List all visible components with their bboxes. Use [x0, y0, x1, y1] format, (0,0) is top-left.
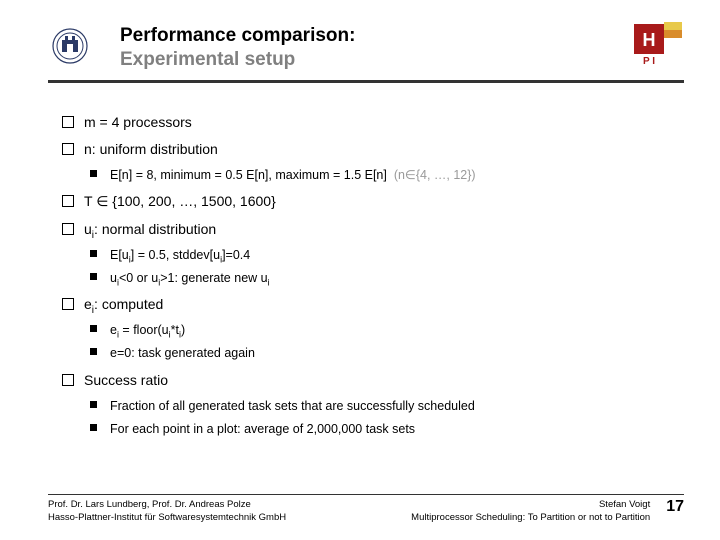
bullet-sr-sub2: For each point in a plot: average of 2,0…	[90, 420, 666, 438]
bullet-m: m = 4 processors	[62, 112, 666, 132]
bullet-sr-sub1: Fraction of all generated task sets that…	[90, 397, 666, 415]
bullet-n: n: uniform distribution	[62, 139, 666, 159]
footer-authors: Prof. Dr. Lars Lundberg, Prof. Dr. Andre…	[48, 499, 411, 511]
slide-footer: Prof. Dr. Lars Lundberg, Prof. Dr. Andre…	[0, 494, 720, 524]
page-number: 17	[666, 499, 684, 515]
slide-header: Performance comparison: Experimental set…	[0, 0, 720, 72]
title-line-2: Experimental setup	[120, 48, 622, 72]
bullet-n-sub-text: E[n] = 8, minimum = 0.5 E[n], maximum = …	[110, 168, 387, 182]
bullet-e-sub2: e=0: task generated again	[90, 344, 666, 362]
bullet-u-sub2: ui<0 or ui>1: generate new ui	[90, 269, 666, 287]
footer-rule	[48, 494, 684, 495]
footer-talk-title: Multiprocessor Scheduling: To Partition …	[411, 512, 650, 524]
hpi-logo: H P I	[634, 22, 684, 66]
svg-text:H: H	[643, 30, 656, 50]
bullet-e-sub1: ei = floor(ui*ti)	[90, 321, 666, 339]
title-line-1: Performance comparison:	[120, 24, 622, 48]
slide-content: m = 4 processors n: uniform distribution…	[0, 83, 720, 439]
footer-presenter: Stefan Voigt	[411, 499, 650, 511]
bullet-n-detail: E[n] = 8, minimum = 0.5 E[n], maximum = …	[90, 166, 666, 184]
bullet-u: ui: normal distribution	[62, 219, 666, 239]
footer-left: Prof. Dr. Lars Lundberg, Prof. Dr. Andre…	[48, 499, 411, 524]
bullet-success-ratio: Success ratio	[62, 370, 666, 390]
footer-right: Stefan Voigt Multiprocessor Scheduling: …	[411, 499, 650, 524]
svg-text:P I: P I	[643, 56, 655, 66]
university-potsdam-logo	[48, 22, 92, 66]
bullet-n-grey-text: (n∈{4, …, 12})	[394, 168, 476, 182]
bullet-u-sub1: E[ui] = 0.5, stddev[ui]=0.4	[90, 246, 666, 264]
bullet-t: T ∈ {100, 200, …, 1500, 1600}	[62, 191, 666, 211]
title-block: Performance comparison: Experimental set…	[120, 22, 622, 72]
footer-institute: Hasso-Plattner-Institut für Softwaresyst…	[48, 512, 411, 524]
bullet-e: ei: computed	[62, 294, 666, 314]
